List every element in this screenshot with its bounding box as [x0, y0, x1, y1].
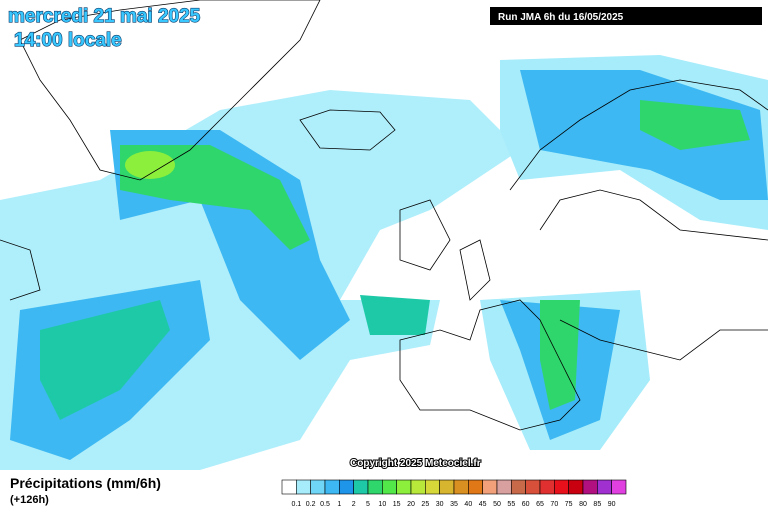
legend-label: 15	[393, 501, 401, 508]
legend-lead: (+126h)	[10, 494, 49, 506]
legend-label: 55	[507, 501, 515, 508]
legend-label: 0.5	[320, 501, 330, 508]
legend-swatch	[339, 479, 354, 495]
legend-swatch	[353, 479, 369, 495]
legend-title: Précipitations (mm/6h)	[10, 475, 161, 491]
legend-swatch	[468, 479, 483, 495]
legend-swatch	[511, 479, 526, 495]
legend-label: 75	[565, 501, 573, 508]
legend-label: 20	[407, 501, 415, 508]
legend-label: 2	[352, 501, 356, 508]
legend-label: 50	[493, 501, 501, 508]
coastlines	[0, 0, 768, 431]
run-box	[490, 7, 762, 25]
legend-label: 60	[522, 501, 530, 508]
legend-label: 35	[450, 501, 458, 508]
time-title: 14:00 locale	[14, 30, 122, 51]
legend-label: 30	[436, 501, 444, 508]
legend-swatch	[539, 479, 555, 495]
run-label: Run JMA 6h du 16/05/2025	[498, 12, 624, 23]
legend-label: 65	[536, 501, 544, 508]
legend-swatch	[453, 479, 469, 495]
legend-swatch	[482, 479, 498, 495]
legend-swatch	[568, 479, 584, 495]
legend-swatch	[410, 479, 426, 495]
legend-swatch	[496, 479, 512, 495]
legend-swatch	[382, 479, 397, 495]
legend: 0.1 0.2 0.5 1 2 5 10 15 20 25 30 35 40 45 50 55 60 65 70 75…	[281, 479, 627, 508]
legend-label: 5	[366, 501, 370, 508]
legend-label: 40	[464, 501, 472, 508]
legend-label: 45	[479, 501, 487, 508]
legend-swatch	[367, 479, 383, 495]
legend-swatch	[525, 479, 541, 495]
legend-swatch	[310, 479, 326, 495]
legend-swatch	[582, 479, 598, 495]
legend-label: 70	[550, 501, 558, 508]
legend-swatch	[396, 479, 412, 495]
legend-label: 90	[608, 501, 616, 508]
legend-swatch	[296, 479, 311, 495]
legend-label: 0.1	[291, 501, 301, 508]
legend-swatch	[611, 479, 627, 495]
precipitation	[0, 55, 768, 470]
legend-label: 10	[378, 501, 386, 508]
legend-swatch	[597, 479, 612, 495]
legend-label: 0.2	[306, 501, 316, 508]
legend-label: 85	[593, 501, 601, 508]
legend-swatch	[554, 479, 569, 495]
copyright: Copyright 2025 Meteociel.fr	[350, 458, 481, 469]
legend-swatch	[425, 479, 440, 495]
legend-label: 80	[579, 501, 587, 508]
legend-label: 25	[421, 501, 429, 508]
legend-label: 1	[337, 501, 341, 508]
date-title: mercredi 21 mai 2025	[8, 6, 201, 27]
legend-swatch	[439, 479, 455, 495]
legend-swatch	[324, 479, 340, 495]
legend-swatch	[281, 479, 297, 495]
